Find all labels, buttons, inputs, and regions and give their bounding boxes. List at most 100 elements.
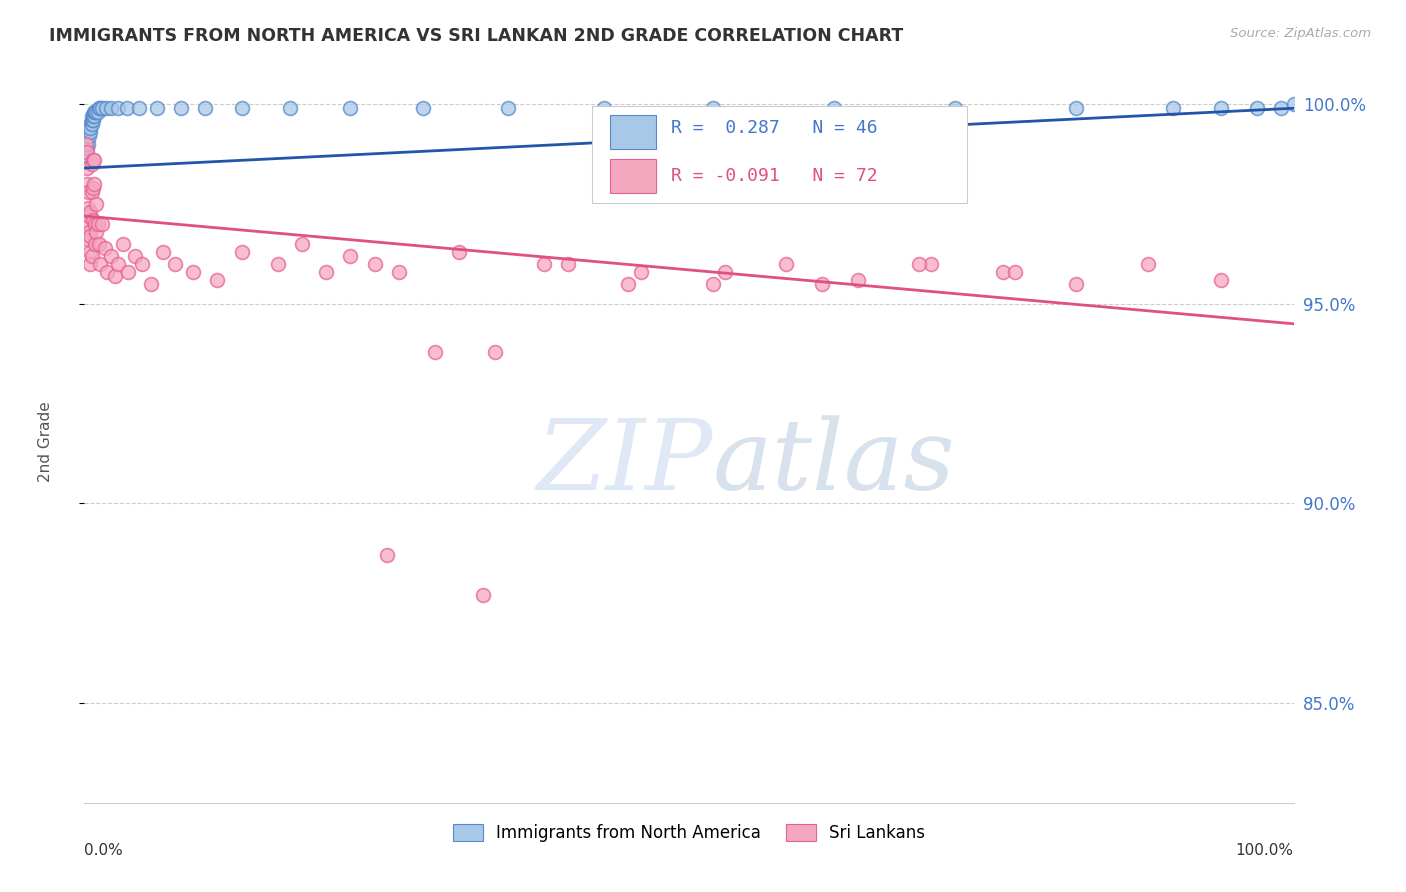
Point [823,101,845,115]
Point [131,257,153,271]
Point [496,101,519,115]
Point [83,177,105,191]
Point [1004,265,1026,279]
Point [79,121,101,136]
Point [920,257,942,271]
Point [423,344,446,359]
Point [449,244,471,259]
Point [75,137,97,152]
Point [86,217,108,231]
Point [77,209,100,223]
Point [82,181,104,195]
Point [77,121,100,136]
Point [617,277,640,291]
Point [94,241,117,255]
Text: ZIP: ZIP [537,416,713,511]
Point [1209,273,1232,287]
Point [76,145,98,160]
Point [702,101,724,115]
Point [1270,101,1292,115]
Point [231,101,253,115]
Point [79,229,101,244]
Point [714,265,737,279]
Point [77,129,100,144]
Point [83,109,105,123]
Point [846,273,869,287]
Point [76,177,98,191]
Point [152,244,174,259]
Point [1282,97,1305,112]
FancyBboxPatch shape [610,115,657,150]
Point [80,185,103,199]
Point [128,101,150,115]
Point [84,236,107,251]
Point [77,201,100,215]
Point [139,277,162,291]
Point [87,101,110,115]
Point [79,205,101,219]
Point [363,257,385,271]
Point [80,249,103,263]
Point [124,249,146,263]
Point [593,101,616,115]
Point [86,225,108,239]
Point [339,101,361,115]
Point [77,217,100,231]
Point [79,117,101,131]
Point [112,236,135,251]
Point [82,109,104,123]
Point [104,268,127,283]
Point [100,101,122,115]
Point [82,213,104,227]
Point [115,101,138,115]
Point [79,244,101,259]
Point [80,113,103,128]
Point [533,257,555,271]
Point [96,265,118,279]
Text: 2nd Grade: 2nd Grade [38,401,53,482]
Point [170,101,193,115]
Point [107,257,129,271]
Point [86,105,108,120]
Point [86,105,108,120]
Point [84,105,107,120]
Point [77,233,100,247]
Point [181,265,204,279]
Point [278,101,301,115]
Point [89,257,111,271]
Point [630,265,652,279]
Point [76,141,98,155]
Point [80,109,103,123]
Point [557,257,579,271]
Point [267,257,290,271]
Text: R =  0.287   N = 46: R = 0.287 N = 46 [671,119,877,137]
Point [339,249,361,263]
Point [77,225,100,239]
Point [77,185,100,199]
Point [1246,101,1268,115]
Point [76,161,98,175]
Point [83,153,105,168]
Point [86,197,108,211]
Point [1209,101,1232,115]
Point [1064,101,1087,115]
Point [94,101,117,115]
Point [82,153,104,168]
Point [1137,257,1160,271]
Point [943,101,966,115]
Point [375,549,398,563]
Point [315,265,337,279]
Legend: Immigrants from North America, Sri Lankans: Immigrants from North America, Sri Lanka… [446,817,932,848]
Point [194,101,217,115]
Text: IMMIGRANTS FROM NORTH AMERICA VS SRI LANKAN 2ND GRADE CORRELATION CHART: IMMIGRANTS FROM NORTH AMERICA VS SRI LAN… [49,27,904,45]
Point [89,101,111,115]
Point [811,277,834,291]
Point [702,277,724,291]
Point [165,257,187,271]
Point [75,149,97,163]
Point [79,257,101,271]
Text: R = -0.091   N = 72: R = -0.091 N = 72 [671,167,877,185]
FancyBboxPatch shape [592,105,967,203]
Point [388,265,411,279]
Point [1161,101,1184,115]
